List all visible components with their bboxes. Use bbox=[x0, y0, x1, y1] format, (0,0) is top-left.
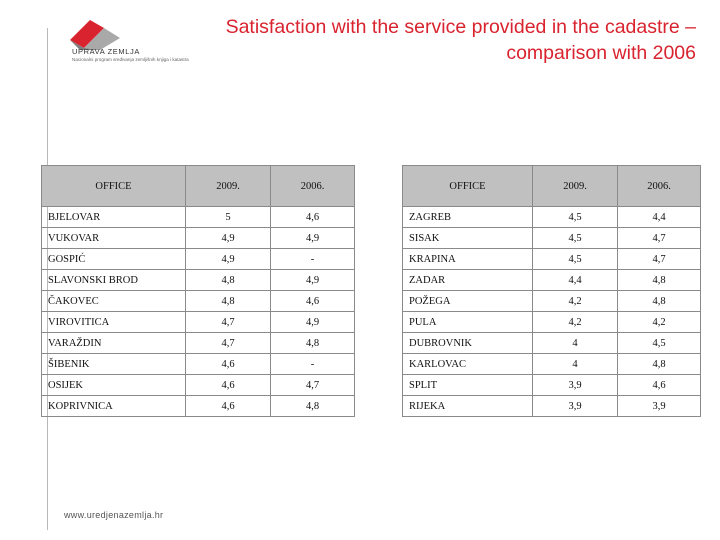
value-2006-cell: 4,8 bbox=[270, 332, 355, 354]
value-2009-cell: 4,5 bbox=[532, 227, 618, 249]
table-row: ČAKOVEC 4,8 4,6 bbox=[41, 290, 355, 312]
table-row: ŠIBENIK 4,6- bbox=[41, 353, 355, 375]
table-row: VUKOVAR 4,9 4,9 bbox=[41, 227, 355, 249]
uredjena-zemlja-logo bbox=[70, 20, 120, 50]
logo-subtitle: Nacionalni program sređivanja zemljišnih… bbox=[72, 57, 189, 62]
value-2009-cell: 5 bbox=[185, 206, 271, 228]
office-cell: POŽEGA bbox=[402, 290, 533, 312]
value-2006-cell: 3,9 bbox=[617, 395, 701, 417]
value-2009-cell: 4,8 bbox=[185, 290, 271, 312]
table-row: POŽEGA 4,2 4,8 bbox=[402, 290, 701, 312]
value-2006-cell: 4,9 bbox=[270, 227, 355, 249]
header-2006: 2006. bbox=[617, 165, 701, 207]
value-2009-cell: 4,7 bbox=[185, 332, 271, 354]
value-2006-cell: 4,9 bbox=[270, 311, 355, 333]
value-2009-cell: 4,2 bbox=[532, 311, 618, 333]
value-2006-cell: 4,6 bbox=[617, 374, 701, 396]
office-cell: DUBROVNIK bbox=[402, 332, 533, 354]
table-row: VIROVITICA 4,7 4,9 bbox=[41, 311, 355, 333]
office-cell: SISAK bbox=[402, 227, 533, 249]
value-2006-cell: 4,9 bbox=[270, 269, 355, 291]
table-row: GOSPIĆ 4,9- bbox=[41, 248, 355, 270]
header-office: OFFICE bbox=[41, 165, 186, 207]
table-row: ZADAR 4,4 4,8 bbox=[402, 269, 701, 291]
table-row: KRAPINA 4,5 4,7 bbox=[402, 248, 701, 270]
office-cell: ČAKOVEC bbox=[41, 290, 186, 312]
value-2006-cell: 4,5 bbox=[617, 332, 701, 354]
value-2009-cell: 4,6 bbox=[185, 374, 271, 396]
header-2006: 2006. bbox=[270, 165, 355, 207]
table-row: KOPRIVNICA 4,6 4,8 bbox=[41, 395, 355, 417]
value-2009-cell: 4,4 bbox=[532, 269, 618, 291]
value-2006-cell: 4,7 bbox=[270, 374, 355, 396]
office-cell: RIJEKA bbox=[402, 395, 533, 417]
value-2006-cell: 4,6 bbox=[270, 206, 355, 228]
value-2006-cell: 4,8 bbox=[617, 269, 701, 291]
footer-website: www.uredjenazemlja.hr bbox=[64, 510, 164, 520]
table-row: BJELOVAR 5 4,6 bbox=[41, 206, 355, 228]
office-cell: GOSPIĆ bbox=[41, 248, 186, 270]
value-2006-cell: 4,7 bbox=[617, 248, 701, 270]
office-cell: OSIJEK bbox=[41, 374, 186, 396]
table-row: RIJEKA 3,9 3,9 bbox=[402, 395, 701, 417]
value-2009-cell: 3,9 bbox=[532, 374, 618, 396]
value-2009-cell: 4 bbox=[532, 332, 618, 354]
value-2009-cell: 4,8 bbox=[185, 269, 271, 291]
value-2009-cell: 3,9 bbox=[532, 395, 618, 417]
table-row: DUBROVNIK 4 4,5 bbox=[402, 332, 701, 354]
office-cell: KRAPINA bbox=[402, 248, 533, 270]
value-2006-cell: 4,8 bbox=[617, 290, 701, 312]
value-2009-cell: 4,5 bbox=[532, 248, 618, 270]
offices-table-right: OFFICE 2009. 2006. ZAGREB 4,5 4,4 SISAK 4,5 4… bbox=[402, 165, 701, 417]
value-2009-cell: 4,6 bbox=[185, 353, 271, 375]
office-cell: VIROVITICA bbox=[41, 311, 186, 333]
office-cell: BJELOVAR bbox=[41, 206, 186, 228]
value-2006-cell: 4,4 bbox=[617, 206, 701, 228]
office-cell: SPLIT bbox=[402, 374, 533, 396]
slide-title: Satisfaction with the service provided i… bbox=[225, 16, 696, 64]
logo-wordmark: UPRAVA ZEMLJA bbox=[72, 47, 140, 56]
table-row: ZAGREB 4,5 4,4 bbox=[402, 206, 701, 228]
header-office: OFFICE bbox=[402, 165, 533, 207]
value-2009-cell: 4,2 bbox=[532, 290, 618, 312]
table-row: SLAVONSKI BROD 4,8 4,9 bbox=[41, 269, 355, 291]
value-2006-cell: - bbox=[270, 248, 355, 270]
office-cell: SLAVONSKI BROD bbox=[41, 269, 186, 291]
table-row: SISAK 4,5 4,7 bbox=[402, 227, 701, 249]
value-2006-cell: 4,8 bbox=[270, 395, 355, 417]
header-2009: 2009. bbox=[185, 165, 271, 207]
header-2009: 2009. bbox=[532, 165, 618, 207]
table-header-row: OFFICE 2009. 2006. bbox=[402, 165, 701, 207]
value-2006-cell: - bbox=[270, 353, 355, 375]
table-row: KARLOVAC 4 4,8 bbox=[402, 353, 701, 375]
office-cell: VARAŽDIN bbox=[41, 332, 186, 354]
office-cell: KARLOVAC bbox=[402, 353, 533, 375]
value-2009-cell: 4 bbox=[532, 353, 618, 375]
value-2009-cell: 4,6 bbox=[185, 395, 271, 417]
value-2006-cell: 4,2 bbox=[617, 311, 701, 333]
value-2006-cell: 4,7 bbox=[617, 227, 701, 249]
office-cell: ZADAR bbox=[402, 269, 533, 291]
office-cell: PULA bbox=[402, 311, 533, 333]
value-2009-cell: 4,9 bbox=[185, 227, 271, 249]
table-row: VARAŽDIN 4,7 4,8 bbox=[41, 332, 355, 354]
table-row: OSIJEK 4,6 4,7 bbox=[41, 374, 355, 396]
value-2009-cell: 4,9 bbox=[185, 248, 271, 270]
value-2006-cell: 4,8 bbox=[617, 353, 701, 375]
office-cell: KOPRIVNICA bbox=[41, 395, 186, 417]
table-row: SPLIT 3,9 4,6 bbox=[402, 374, 701, 396]
office-cell: ZAGREB bbox=[402, 206, 533, 228]
offices-table-left: OFFICE 2009. 2006. BJELOVAR 5 4,6 VUKOVAR 4,… bbox=[41, 165, 355, 417]
office-cell: ŠIBENIK bbox=[41, 353, 186, 375]
table-row: PULA 4,2 4,2 bbox=[402, 311, 701, 333]
value-2009-cell: 4,5 bbox=[532, 206, 618, 228]
table-header-row: OFFICE 2009. 2006. bbox=[41, 165, 355, 207]
value-2006-cell: 4,6 bbox=[270, 290, 355, 312]
value-2009-cell: 4,7 bbox=[185, 311, 271, 333]
office-cell: VUKOVAR bbox=[41, 227, 186, 249]
